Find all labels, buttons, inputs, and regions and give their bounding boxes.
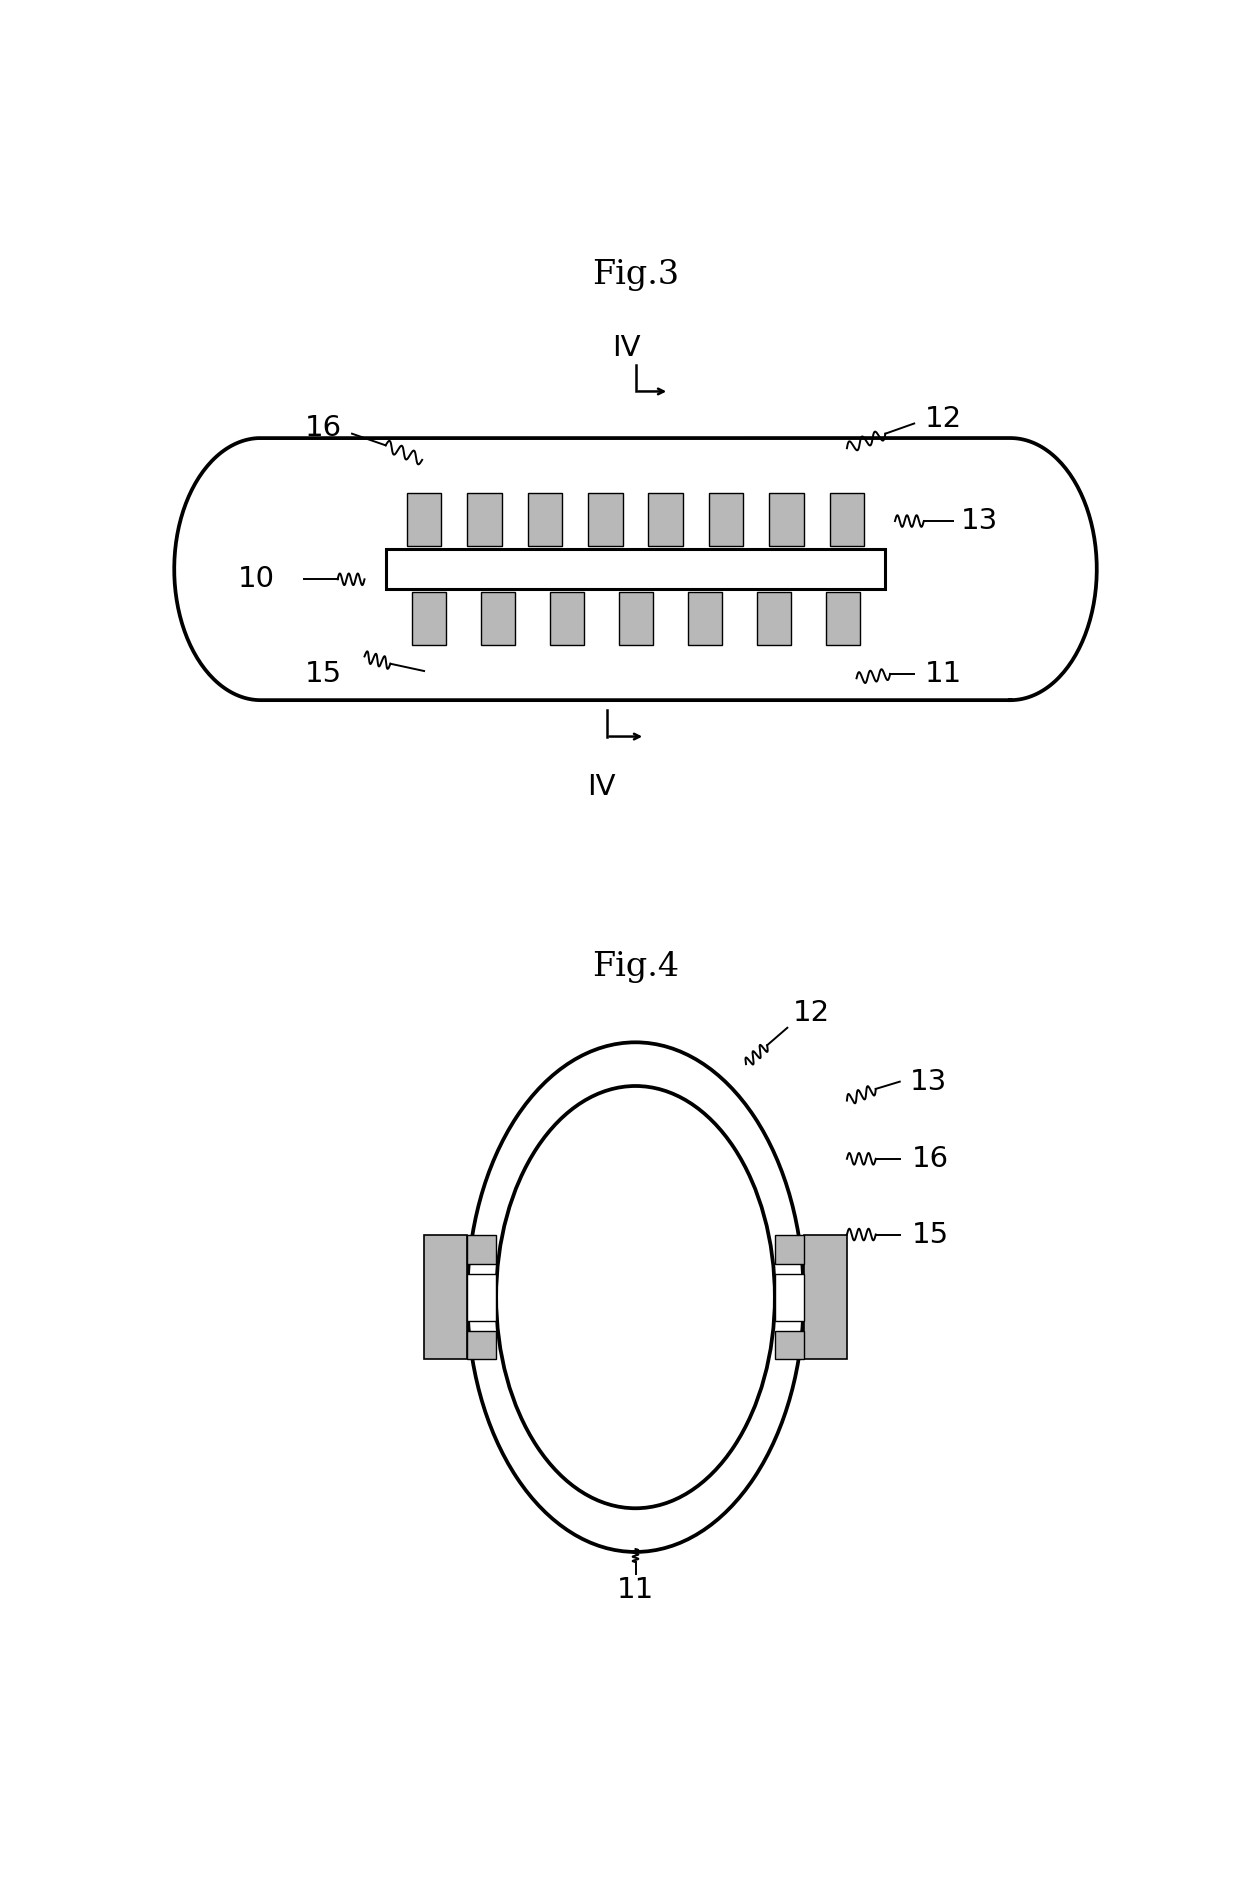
Text: 10: 10 — [237, 565, 274, 594]
Bar — [467, 1235, 496, 1263]
Bar — [775, 1275, 804, 1320]
Text: Fig.3: Fig.3 — [591, 259, 680, 291]
Text: 13: 13 — [910, 1068, 947, 1095]
Bar — [467, 494, 502, 546]
Bar — [527, 494, 562, 546]
Text: 16: 16 — [911, 1144, 949, 1172]
Bar — [412, 592, 446, 645]
Bar — [407, 494, 441, 546]
Bar — [709, 494, 744, 546]
Bar — [688, 592, 723, 645]
Bar — [467, 1275, 496, 1320]
Bar — [826, 592, 861, 645]
Text: 11: 11 — [616, 1575, 655, 1604]
Bar — [769, 494, 804, 546]
Text: Fig.4: Fig.4 — [591, 951, 680, 983]
Bar — [830, 494, 864, 546]
Bar — [467, 1331, 496, 1360]
Text: 12: 12 — [792, 998, 830, 1027]
Bar — [775, 1235, 804, 1263]
Text: 15: 15 — [305, 660, 342, 688]
Bar — [549, 592, 584, 645]
Bar — [619, 592, 653, 645]
Text: 15: 15 — [911, 1220, 949, 1248]
Text: IV: IV — [611, 335, 640, 363]
Bar — [386, 548, 885, 590]
Bar — [481, 592, 515, 645]
Text: 12: 12 — [925, 405, 961, 433]
Bar — [588, 494, 622, 546]
Bar — [649, 494, 683, 546]
Bar — [424, 1235, 467, 1360]
Bar — [756, 592, 791, 645]
Bar — [775, 1331, 804, 1360]
Text: IV: IV — [588, 773, 616, 802]
Bar — [804, 1235, 847, 1360]
Text: 13: 13 — [961, 507, 998, 535]
Text: 11: 11 — [924, 660, 962, 688]
Text: 16: 16 — [305, 414, 342, 442]
